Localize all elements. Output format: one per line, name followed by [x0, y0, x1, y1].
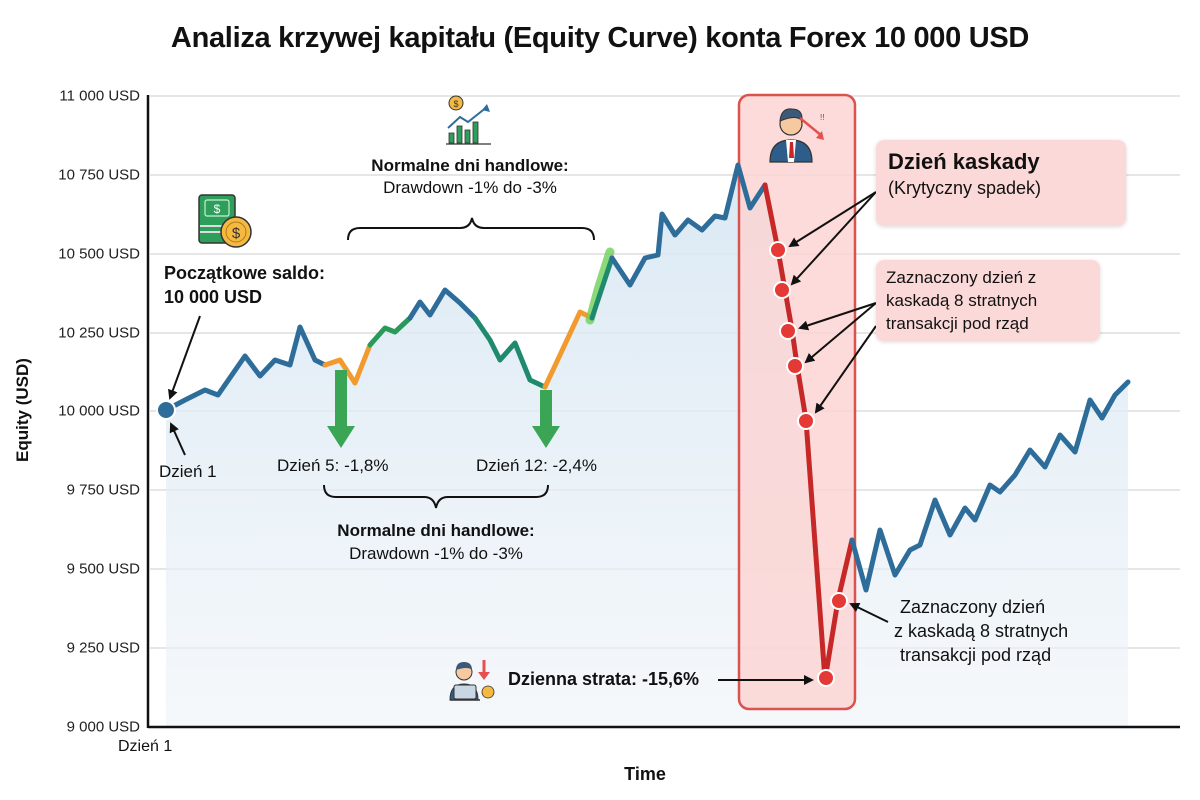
svg-text:$: $: [232, 225, 241, 242]
day12-label: Dzień 12: -2,4%: [476, 456, 597, 475]
equity-area: [166, 165, 1128, 727]
decline-segment: [472, 315, 548, 390]
arrow-cascade-1: [788, 191, 877, 248]
recovery-segment: [367, 315, 413, 348]
arrow-marked-lower: [849, 603, 889, 623]
surge-line: [589, 255, 615, 321]
svg-text:$: $: [453, 99, 458, 109]
marked-day-callout: Zaznaczony dzień z kaskadą 8 stratnych t…: [876, 260, 1100, 341]
cascade-highlight-box: [737, 93, 857, 711]
green-arrow-day5: [327, 370, 355, 448]
drawdown-segment-day5: [322, 342, 373, 386]
marked-line-1: Zaznaczony dzień z: [886, 268, 1037, 287]
chart-title: Analiza krzywej kapitału (Equity Curve) …: [170, 22, 1030, 54]
ytick: 9 750 USD: [66, 481, 140, 499]
start-marker: [156, 400, 176, 420]
ytick: 9 500 USD: [66, 560, 140, 578]
start-balance-value: 10 000 USD: [164, 287, 263, 307]
ytick: 10 250 USD: [58, 324, 140, 342]
day5-label: Dzień 5: -1,8%: [277, 456, 389, 475]
normal-days-bottom-title: Normalne dni handlowe:: [337, 521, 535, 540]
stressed-trader-icon: !!: [769, 108, 824, 163]
drawdown-segment-day12: [542, 309, 595, 390]
trader-laptop-loss-icon: [449, 660, 495, 701]
arrow-marked-1: [798, 302, 877, 331]
svg-text:$: $: [214, 202, 221, 216]
arrow-cascade-2: [790, 191, 877, 286]
cascade-subtitle: (Krytyczny spadek): [888, 178, 1042, 198]
arrow-start-label: [168, 315, 201, 400]
ytick: 10 750 USD: [58, 166, 140, 184]
ytick: 11 000 USD: [59, 87, 140, 105]
equity-line-recovery: [849, 379, 1131, 593]
start-balance-title: Początkowe saldo:: [164, 263, 326, 283]
normal-days-top-title: Normalne dni handlowe:: [371, 156, 569, 175]
ytick: 10 000 USD: [58, 402, 140, 420]
ytick: 10 500 USD: [58, 245, 140, 263]
money-stack-icon: $ $: [198, 194, 252, 248]
x-axis-label: Time: [624, 764, 666, 784]
equity-line-mid: [407, 287, 478, 321]
marked-line-2: kaskadą 8 stratnych: [886, 291, 1038, 310]
cascade-title: Dzień kaskady: [888, 149, 1040, 174]
arrow-day1-label: [169, 422, 186, 456]
arrow-marked-3: [814, 325, 877, 414]
green-arrow-day12: [532, 390, 560, 448]
marked-lower-line-1: Zaznaczony dzień: [900, 597, 1046, 617]
start-day-label: Dzień 1: [159, 462, 217, 481]
daily-loss-label: Dzienna strata: -15,6%: [508, 669, 700, 689]
ytick: 9 250 USD: [66, 639, 140, 657]
normal-days-bottom-sub: Drawdown -1% do -3%: [349, 544, 523, 563]
cascade-markers: [769, 241, 848, 687]
arrow-marked-2: [804, 302, 877, 364]
x-tick-first: Dzień 1: [118, 738, 173, 755]
marked-lower-line-3: transakcji pod rząd: [900, 645, 1052, 665]
equity-line-start: [163, 324, 328, 413]
brace-top: [347, 217, 595, 241]
cascade-callout: Dzień kaskady (Krytyczny spadek): [876, 140, 1126, 226]
svg-text:!!: !!: [820, 113, 824, 122]
growth-chart-icon: $: [446, 95, 491, 145]
ytick: 9 000 USD: [66, 718, 140, 736]
equity-line-peak: [609, 162, 768, 288]
normal-days-top-sub: Drawdown -1% do -3%: [383, 178, 557, 197]
brace-bottom: [323, 484, 549, 509]
marked-line-3: transakcji pod rząd: [886, 314, 1029, 333]
marked-lower-line-2: z kaskadą 8 stratnych: [894, 621, 1069, 641]
